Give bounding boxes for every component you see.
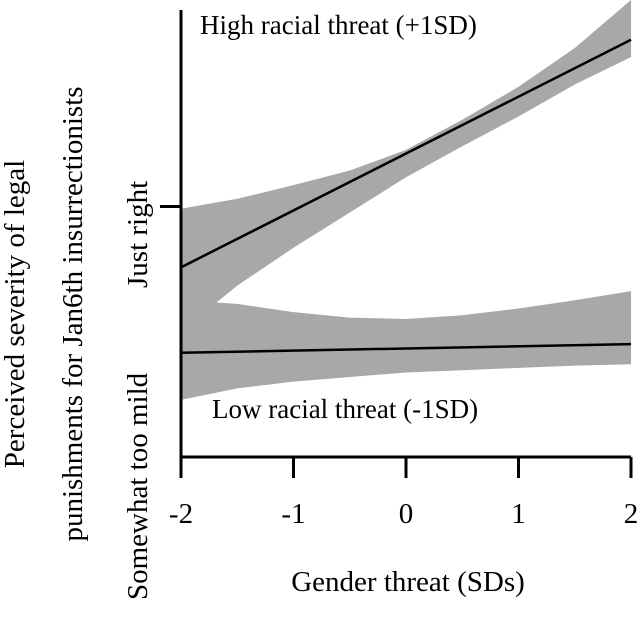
y-label-somewhat-too-mild: Somewhat too mild (122, 372, 154, 600)
x-tick-label: -1 (281, 498, 305, 530)
series-label-high: High racial threat (+1SD) (200, 10, 477, 40)
x-tick-label: 0 (399, 498, 414, 530)
y-tick-label: Just right (122, 181, 154, 288)
confidence-band-1 (181, 291, 631, 400)
series-lines (180, 38, 632, 355)
x-ticks: -2 -1 0 1 2 (169, 457, 638, 530)
confidence-bands (181, 0, 631, 400)
confidence-band-0 (181, 0, 631, 325)
y-axis-title-line1: Perceived severity of legal (0, 160, 31, 468)
series-line-1 (180, 342, 632, 355)
x-tick-label: 2 (624, 498, 639, 530)
series-label-low: Low racial threat (-1SD) (212, 394, 478, 424)
x-tick-label: -2 (169, 498, 193, 530)
series-line-0 (180, 38, 632, 269)
y-axis-title-line2: punishments for Jan6th insurrectionists (57, 86, 89, 541)
x-tick-label: 1 (511, 498, 526, 530)
y-ticks: Just right (122, 181, 181, 288)
x-axis-title: Gender threat (SDs) (291, 566, 525, 598)
